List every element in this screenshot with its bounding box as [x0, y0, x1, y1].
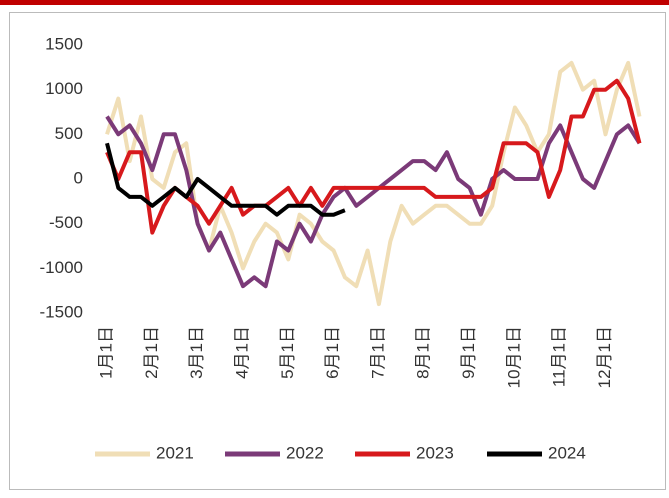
x-tick-label: 5月1日: [278, 326, 297, 379]
x-tick-label: 9月1日: [459, 326, 478, 379]
top-bar: [0, 0, 669, 5]
x-tick-label: 3月1日: [187, 326, 206, 379]
series-line: [105, 115, 642, 289]
series-line: [105, 78, 642, 235]
legend-label: 2021: [156, 443, 194, 462]
x-tick-label: 8月1日: [414, 326, 433, 379]
x-tick-label: 2月1日: [142, 326, 161, 379]
series-line: [105, 142, 346, 217]
y-tick-label: -1500: [40, 302, 83, 321]
y-tick-label: 0: [74, 168, 83, 187]
x-tick-label: 11月1日: [550, 326, 569, 387]
y-tick-label: -1000: [40, 258, 83, 277]
legend-label: 2023: [416, 443, 454, 462]
chart-frame: [9, 12, 666, 490]
x-tick-label: 12月1日: [595, 326, 614, 388]
y-tick-label: 1500: [45, 34, 83, 53]
x-tick-label: 4月1日: [232, 326, 251, 379]
series-line: [105, 60, 642, 307]
x-tick-label: 10月1日: [504, 326, 523, 388]
y-tick-label: 1000: [45, 79, 83, 98]
y-tick-label: -500: [49, 213, 83, 232]
x-tick-label: 6月1日: [323, 326, 342, 379]
legend-label: 2022: [286, 443, 324, 462]
y-tick-label: 500: [55, 124, 83, 143]
legend-label: 2024: [548, 443, 586, 462]
x-tick-label: 7月1日: [368, 326, 387, 379]
x-tick-label: 1月1日: [96, 326, 115, 379]
